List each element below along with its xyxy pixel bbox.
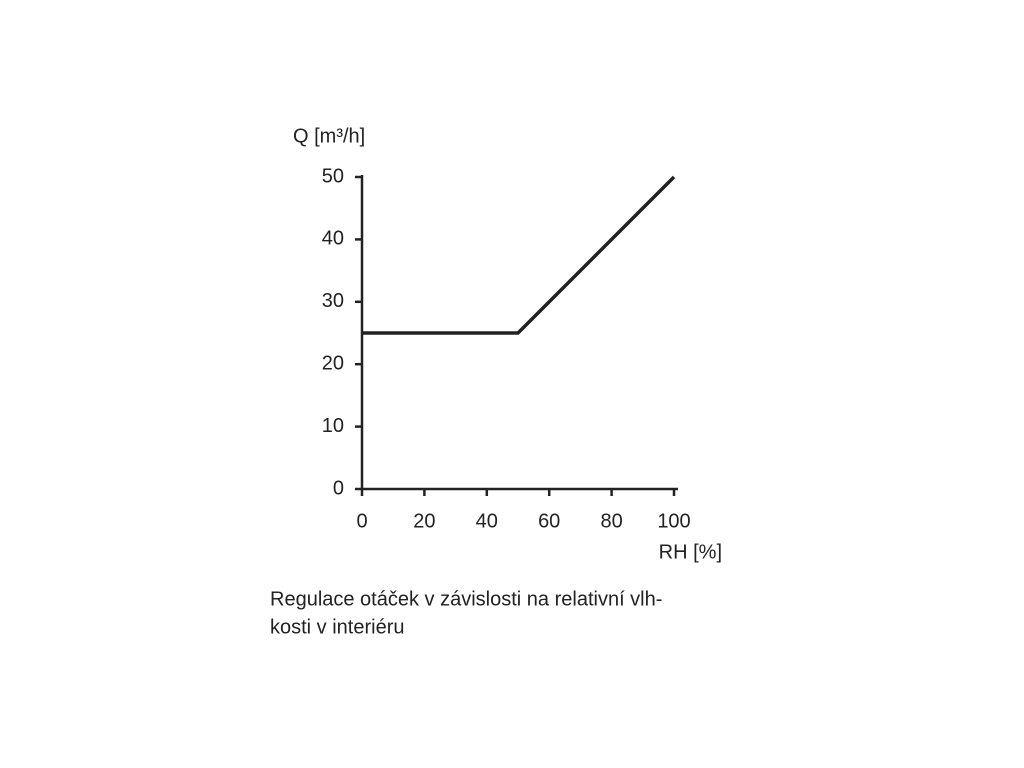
caption-line: Regulace otáček v závislosti na relativn… xyxy=(270,588,662,610)
y-tick-label: 50 xyxy=(322,165,344,187)
x-tick-label: 40 xyxy=(476,510,498,532)
data-line xyxy=(362,175,676,335)
x-tick-label: 80 xyxy=(600,510,622,532)
y-tick-label: 0 xyxy=(333,477,344,499)
y-tick-label: 20 xyxy=(322,352,344,374)
y-tick-label: 10 xyxy=(322,415,344,437)
x-tick-label: 100 xyxy=(657,510,690,532)
x-tick-label: 60 xyxy=(538,510,560,532)
y-tick-label: 30 xyxy=(322,290,344,312)
x-tick-label: 0 xyxy=(356,510,367,532)
x-tick-label: 20 xyxy=(413,510,435,532)
caption-line: kosti v interiéru xyxy=(270,616,405,638)
x-axis-label: RH [%] xyxy=(659,541,722,563)
y-tick-label: 40 xyxy=(322,228,344,250)
y-axis-label: Q [m³/h] xyxy=(293,125,365,147)
